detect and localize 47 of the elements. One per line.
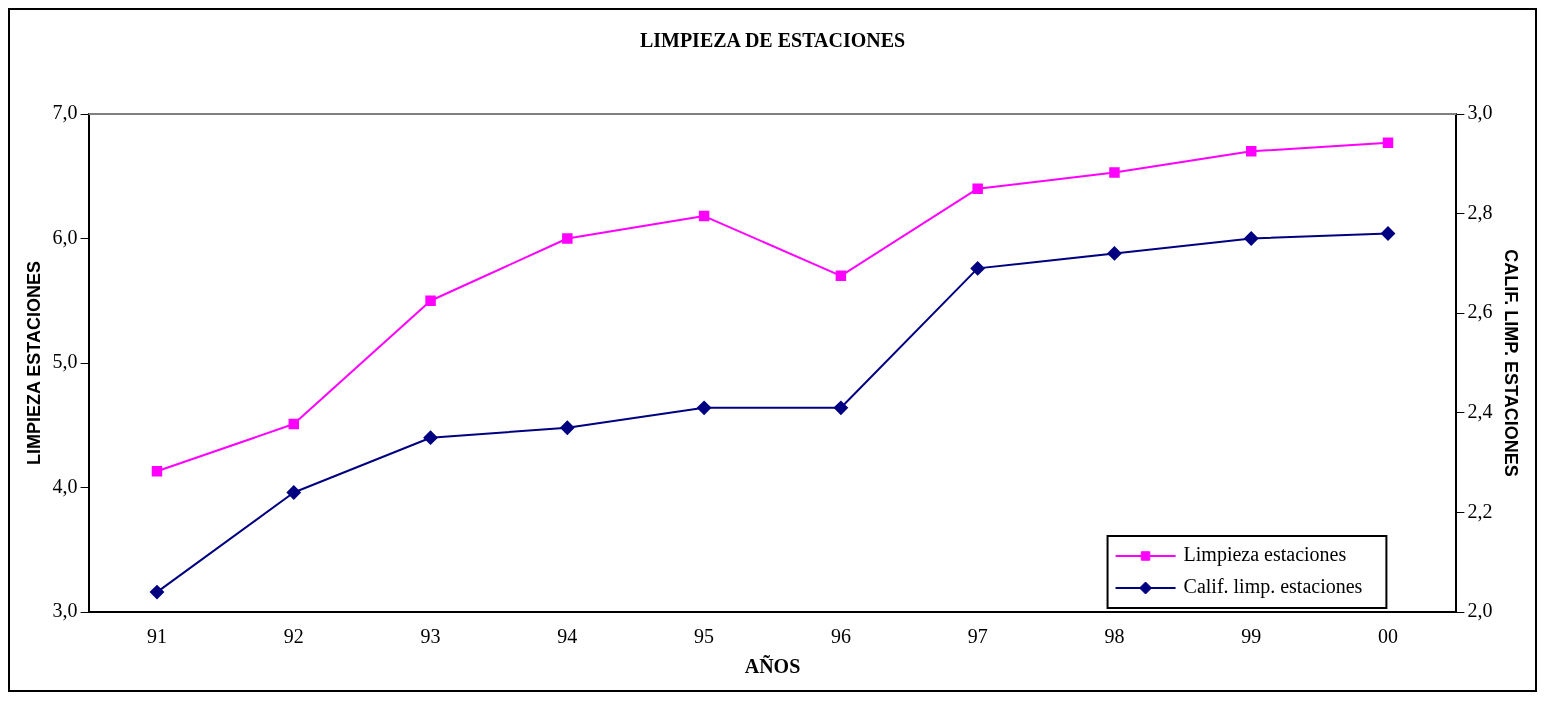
y-tick-label: 3,0 [52,599,78,622]
x-tick-label: 99 [1241,625,1262,648]
y-tick-label: 4,0 [52,474,78,497]
x-tick-label: 95 [694,625,715,648]
point [697,400,712,415]
point [423,430,438,445]
x-tick-label: 94 [557,625,578,648]
y-tick-label: 6,0 [52,225,78,248]
x-tick-label: 98 [1104,625,1125,648]
y-tick-label: 5,0 [52,350,78,373]
x-tick-label: 93 [420,625,441,648]
y2-tick-label: 2,0 [1467,599,1493,622]
y-tick-label: 7,0 [52,101,78,124]
point [149,585,164,600]
point [560,420,575,435]
legend-label: Calif. limp. estaciones [1183,575,1363,599]
y-axis-title: LIMPIEZA ESTACIONES [23,260,44,466]
point [1382,137,1394,148]
point [286,485,301,500]
y2-tick-label: 2,6 [1467,300,1493,323]
point [1109,167,1120,178]
point [835,270,847,282]
point [970,261,985,276]
point [833,400,848,415]
x-tick-label: 97 [967,625,988,648]
y2-tick-label: 2,8 [1467,200,1493,223]
x-tick-label: 00 [1378,625,1399,648]
point [562,233,573,244]
point [1381,226,1396,241]
point [972,183,983,194]
point [425,295,436,306]
y2-axis-title: CALIF. LIMP. ESTACIONES [1501,249,1522,477]
point [288,418,300,430]
x-tick-label: 96 [830,625,851,648]
y2-tick-label: 2,4 [1467,400,1493,423]
y2-tick-label: 3,0 [1467,101,1493,124]
y2-tick-label: 2,2 [1467,499,1493,522]
point [1107,246,1122,261]
point [1245,146,1257,157]
point [1244,231,1259,246]
x-tick-label: 92 [283,625,304,648]
point [698,210,710,222]
x-tick-label: 91 [146,625,167,648]
chart-title: LIMPIEZA DE ESTACIONES [639,29,906,52]
legend-label: Limpieza estaciones [1183,543,1347,567]
point [151,466,163,477]
x-axis-title: AÑOS [744,655,801,678]
